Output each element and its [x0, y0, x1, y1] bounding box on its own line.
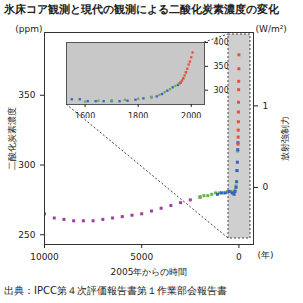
svg-text:1600: 1600 — [75, 112, 95, 118]
svg-text:400: 400 — [214, 38, 229, 47]
html-text:氷床コア観測と現代の観測による二酸化炭素濃度の変化: 氷床コア観測と現代の観測による二酸化炭素濃度の変化 — [4, 3, 279, 16]
svg-text:(W/m²): (W/m²) — [256, 24, 287, 34]
svg-text:(ppm): (ppm) — [15, 24, 42, 34]
svg-text:二酸化炭素濃度: 二酸化炭素濃度 — [7, 107, 17, 170]
svg-text:350: 350 — [18, 90, 35, 100]
svg-text:300: 300 — [214, 86, 229, 95]
svg-text:1: 1 — [263, 101, 269, 111]
svg-text:5000: 5000 — [130, 252, 153, 262]
svg-text:10000: 10000 — [30, 252, 59, 262]
svg-text:0: 0 — [263, 182, 269, 192]
svg-text:2005年からの時間: 2005年からの時間 — [111, 267, 188, 277]
svg-text:(年): (年) — [258, 250, 274, 260]
svg-text:250: 250 — [18, 230, 35, 240]
svg-text:2000: 2000 — [181, 112, 201, 118]
html-text:出典：IPCC第４次評価報告書第１作業部会報告書: 出典：IPCC第４次評価報告書第１作業部会報告書 — [4, 285, 227, 296]
svg-text:放射強制力: 放射強制力 — [280, 116, 290, 161]
svg-text:1800: 1800 — [128, 112, 148, 118]
svg-text:350: 350 — [214, 62, 229, 71]
svg-text:300: 300 — [18, 160, 35, 170]
svg-text:0: 0 — [236, 252, 242, 262]
